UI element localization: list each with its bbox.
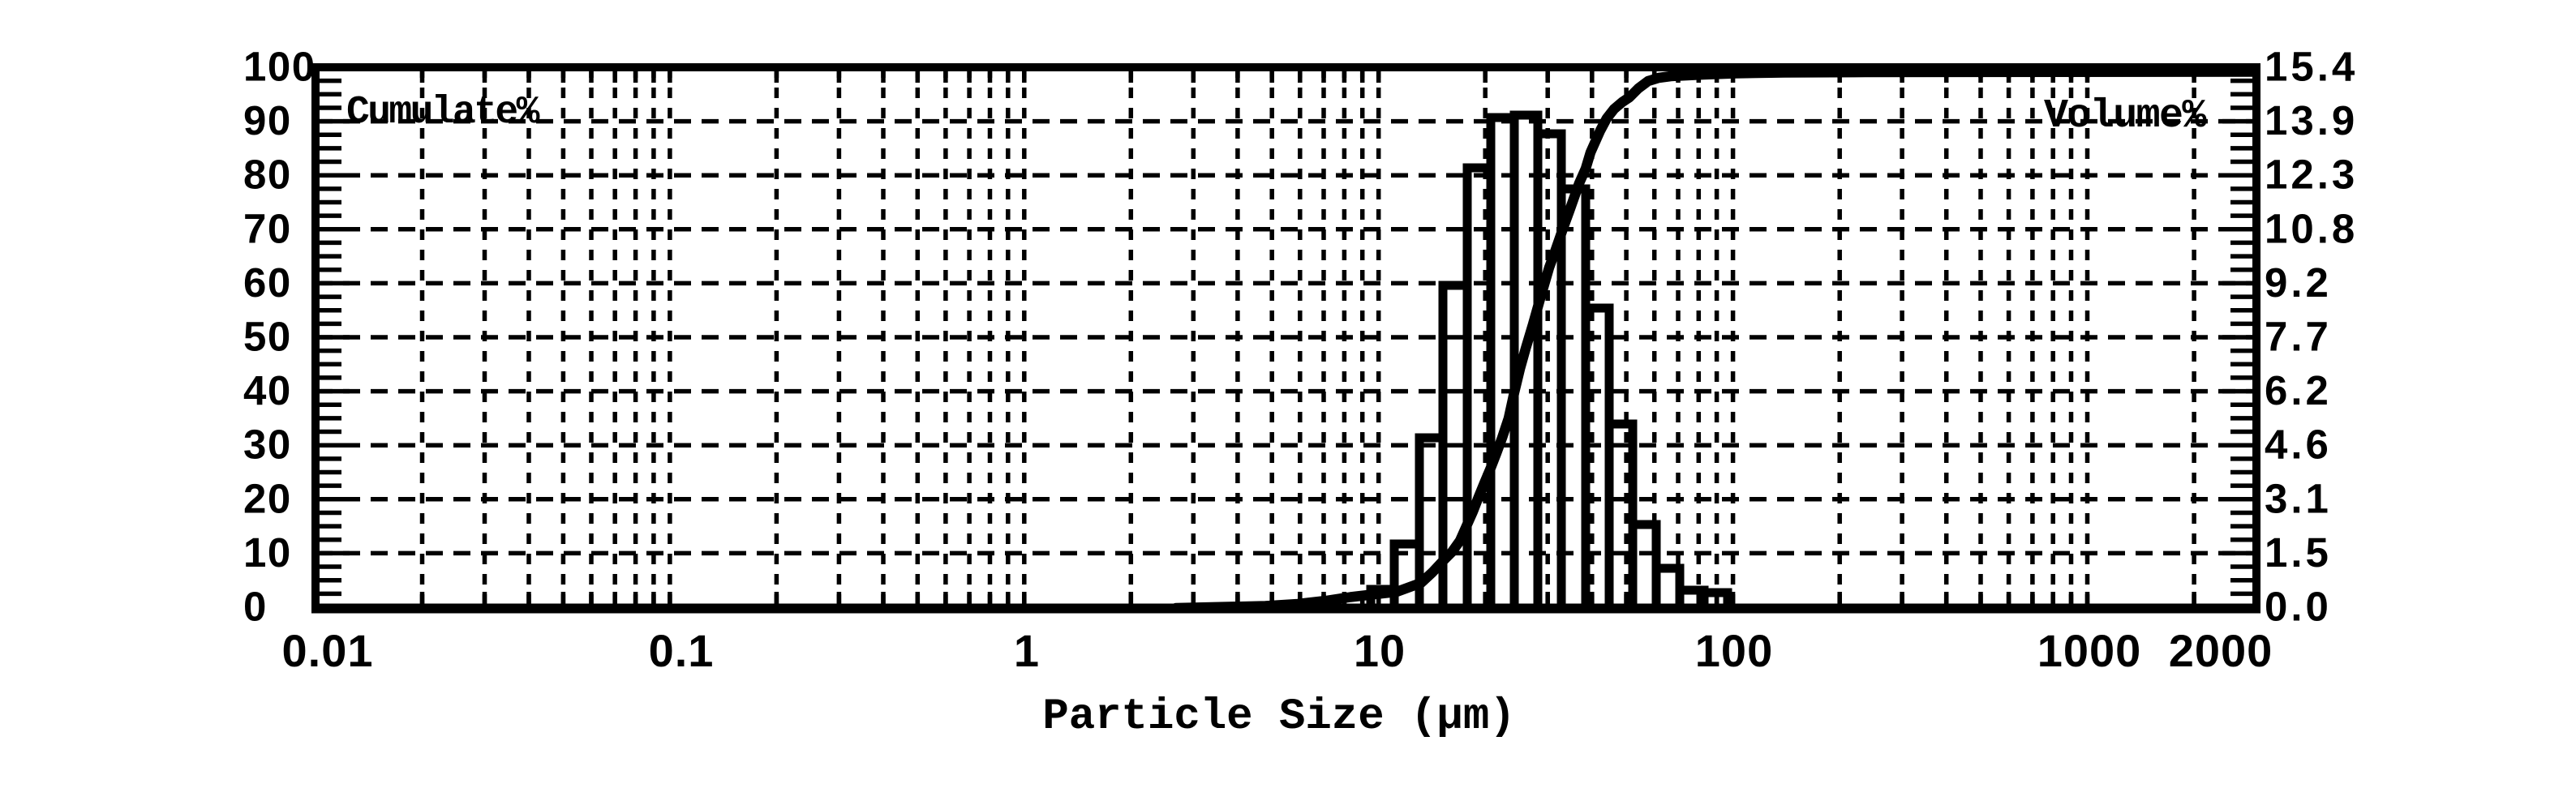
svg-text:90: 90 bbox=[243, 97, 292, 143]
svg-text:10.8: 10.8 bbox=[2265, 205, 2358, 251]
svg-text:10: 10 bbox=[1354, 625, 1406, 676]
svg-text:40: 40 bbox=[243, 367, 292, 413]
svg-text:80: 80 bbox=[243, 152, 292, 198]
svg-text:4.6: 4.6 bbox=[2265, 422, 2332, 468]
svg-text:0.1: 0.1 bbox=[649, 625, 715, 676]
svg-text:2000: 2000 bbox=[2169, 625, 2273, 676]
svg-text:0.01: 0.01 bbox=[282, 625, 374, 676]
svg-text:13.9: 13.9 bbox=[2265, 97, 2358, 143]
svg-text:50: 50 bbox=[243, 314, 292, 360]
svg-text:20: 20 bbox=[243, 475, 292, 521]
svg-text:Volume%: Volume% bbox=[2044, 93, 2207, 139]
svg-text:12.3: 12.3 bbox=[2265, 152, 2358, 198]
svg-text:1: 1 bbox=[1014, 625, 1040, 676]
svg-text:1.5: 1.5 bbox=[2265, 529, 2332, 576]
svg-text:60: 60 bbox=[243, 259, 292, 306]
svg-text:0.0: 0.0 bbox=[2265, 584, 2332, 630]
svg-text:6.2: 6.2 bbox=[2265, 367, 2332, 413]
svg-text:70: 70 bbox=[243, 205, 292, 251]
svg-text:7.7: 7.7 bbox=[2265, 314, 2332, 360]
svg-text:10: 10 bbox=[243, 529, 292, 576]
svg-text:Particle Size (μm): Particle Size (μm) bbox=[1042, 692, 1515, 742]
svg-text:Cumulate%: Cumulate% bbox=[346, 91, 540, 135]
svg-text:3.1: 3.1 bbox=[2265, 475, 2332, 521]
svg-text:30: 30 bbox=[243, 422, 292, 468]
svg-text:9.2: 9.2 bbox=[2265, 259, 2332, 306]
svg-text:100: 100 bbox=[1695, 625, 1773, 676]
svg-text:1000: 1000 bbox=[2037, 625, 2142, 676]
svg-text:100: 100 bbox=[243, 44, 316, 90]
svg-text:0: 0 bbox=[243, 584, 268, 630]
svg-text:15.4: 15.4 bbox=[2265, 44, 2358, 90]
